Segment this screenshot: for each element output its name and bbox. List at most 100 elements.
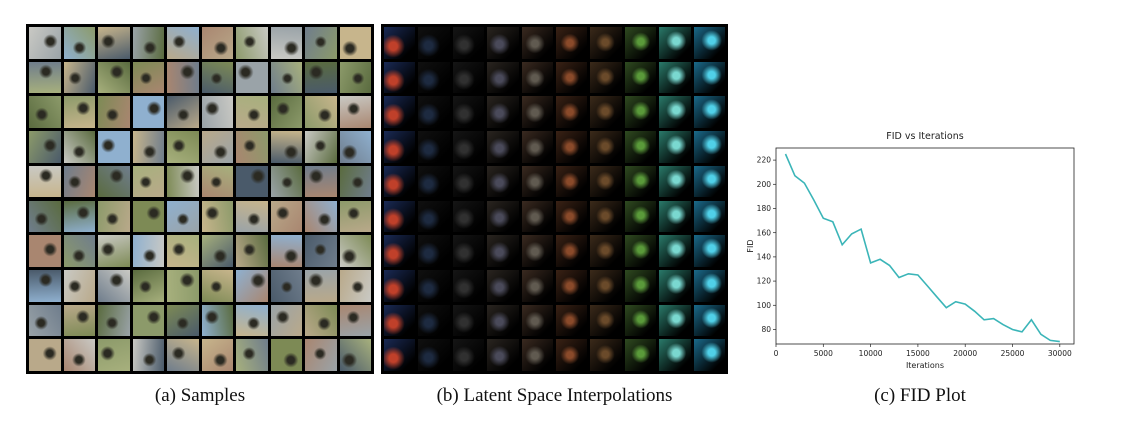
image-tile (167, 27, 199, 59)
image-tile (167, 61, 199, 94)
y-tick-label: 160 (757, 228, 772, 237)
image-tile (521, 269, 553, 302)
image-tile (132, 235, 164, 267)
image-tile (339, 131, 371, 163)
image-tile (521, 304, 553, 337)
image-tile (487, 339, 519, 371)
image-tile (590, 304, 622, 337)
image-tile (521, 339, 553, 371)
image-tile (29, 96, 61, 129)
image-tile (659, 61, 691, 94)
image-tile (201, 61, 233, 94)
image-tile (132, 165, 164, 198)
image-tile (384, 235, 416, 267)
image-tile (556, 269, 588, 302)
image-tile (693, 27, 725, 59)
image-tile (418, 96, 450, 129)
image-tile (624, 96, 657, 129)
image-tile (132, 339, 164, 371)
image-tile (29, 165, 61, 198)
image-tile (659, 131, 691, 163)
image-tile (521, 61, 553, 94)
image-tile (693, 339, 725, 371)
image-tile (452, 131, 485, 163)
image-tile (384, 61, 416, 94)
image-tile (98, 235, 130, 267)
image-tile (418, 27, 450, 59)
image-tile (659, 96, 691, 129)
image-tile (487, 131, 519, 163)
y-tick-label: 140 (757, 252, 772, 261)
image-tile (418, 269, 450, 302)
image-tile (590, 269, 622, 302)
image-tile (624, 235, 657, 267)
image-tile (63, 96, 95, 129)
image-tile (590, 61, 622, 94)
image-tile (624, 131, 657, 163)
image-tile (167, 339, 199, 371)
image-tile (556, 131, 588, 163)
image-tile (624, 200, 657, 233)
image-tile (384, 96, 416, 129)
image-tile (236, 27, 268, 59)
image-tile (270, 27, 302, 59)
image-tile (270, 165, 302, 198)
caption-interpolations: (b) Latent Space Interpolations (436, 385, 673, 406)
image-tile (201, 96, 233, 129)
image-tile (384, 304, 416, 337)
image-tile (624, 27, 657, 59)
image-tile (487, 61, 519, 94)
image-tile (339, 269, 371, 302)
image-tile (418, 200, 450, 233)
image-tile (452, 269, 485, 302)
image-tile (270, 339, 302, 371)
image-tile (521, 96, 553, 129)
image-tile (659, 304, 691, 337)
image-tile (452, 96, 485, 129)
image-tile (693, 304, 725, 337)
image-tile (339, 27, 371, 59)
image-tile (339, 235, 371, 267)
image-tile (63, 269, 95, 302)
image-tile (305, 131, 337, 163)
image-tile (29, 304, 61, 337)
image-tile (236, 200, 268, 233)
fid-series-line (784, 153, 1060, 343)
image-tile (693, 200, 725, 233)
image-tile (556, 61, 588, 94)
x-tick-label: 0 (774, 349, 779, 358)
image-tile (556, 96, 588, 129)
image-tile (384, 131, 416, 163)
image-tile (693, 165, 725, 198)
image-tile (270, 304, 302, 337)
image-tile (521, 165, 553, 198)
image-tile (132, 96, 164, 129)
image-tile (418, 131, 450, 163)
image-tile (270, 269, 302, 302)
image-tile (201, 27, 233, 59)
samples-image-grid (26, 24, 374, 374)
image-tile (418, 339, 450, 371)
y-axis-label: FID (746, 239, 755, 252)
image-tile (693, 61, 725, 94)
image-tile (236, 269, 268, 302)
image-tile (98, 96, 130, 129)
image-tile (236, 131, 268, 163)
image-tile (339, 304, 371, 337)
image-tile (270, 235, 302, 267)
caption-fid-plot: (c) FID Plot (874, 385, 966, 406)
image-tile (452, 304, 485, 337)
image-tile (487, 96, 519, 129)
image-tile (521, 235, 553, 267)
image-tile (487, 235, 519, 267)
image-tile (418, 235, 450, 267)
image-tile (236, 96, 268, 129)
image-tile (418, 304, 450, 337)
image-tile (556, 339, 588, 371)
image-tile (624, 61, 657, 94)
image-tile (29, 27, 61, 59)
image-tile (305, 61, 337, 94)
image-tile (236, 339, 268, 371)
image-tile (693, 269, 725, 302)
image-tile (201, 269, 233, 302)
